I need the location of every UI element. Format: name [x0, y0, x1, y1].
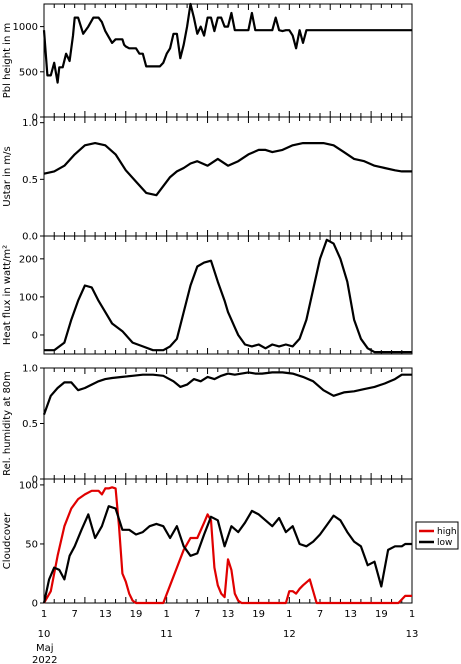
panel-frame-2 — [43, 235, 413, 355]
y-tick-label-4-2: 100 — [19, 480, 38, 491]
x-tick-label-1: 7 — [71, 609, 77, 620]
day-label-13: 13 — [406, 629, 419, 640]
y-tick-label-4-1: 50 — [25, 539, 38, 550]
y-axis-title-2: Heat flux in watt/m² — [2, 245, 13, 345]
x-tick-label-8: 1 — [286, 609, 292, 620]
day-label-11: 11 — [160, 629, 173, 640]
y-tick-label-0-1: 500 — [19, 67, 38, 78]
y-tick-label-0-0: 0 — [32, 113, 38, 124]
month-label: Maj — [36, 643, 54, 654]
y-tick-label-4-0: 0 — [32, 599, 38, 610]
x-tick-label-9: 7 — [317, 609, 323, 620]
x-tick-label-6: 13 — [222, 609, 235, 620]
x-tick-label-4: 1 — [163, 609, 169, 620]
y-axis-title-0: Pbl height in m — [2, 23, 13, 98]
series-line-4-high — [43, 486, 412, 605]
y-tick-label-3-2: 1.0 — [22, 364, 38, 375]
y-tick-label-3-0: 0 — [32, 475, 38, 486]
legend-label-low: low — [437, 538, 452, 548]
y-axis-title-4: Cloudcover — [2, 512, 13, 569]
y-tick-label-2-2: 200 — [19, 254, 38, 265]
legend-box — [415, 521, 459, 550]
series-line-2-0 — [44, 238, 412, 354]
x-tick-label-12: 1 — [409, 609, 415, 620]
series-line-1-0 — [43, 142, 412, 197]
y-tick-label-1-1: 0.5 — [22, 175, 38, 186]
series-line-3-0 — [42, 371, 412, 415]
x-tick-label-5: 7 — [194, 609, 200, 620]
y-tick-label-1-2: 1.0 — [22, 118, 38, 129]
y-tick-label-2-1: 100 — [19, 292, 38, 303]
x-tick-label-10: 13 — [344, 609, 357, 620]
x-tick-label-3: 19 — [130, 609, 143, 620]
y-tick-label-3-1: 0.5 — [22, 419, 38, 430]
panel-frame-4 — [43, 478, 413, 604]
panel-frame-0 — [43, 3, 413, 118]
y-axis-title-3: Rel. humidity at 80m — [2, 371, 13, 476]
day-label-12: 12 — [283, 629, 296, 640]
y-tick-label-1-0: 0.0 — [22, 232, 38, 243]
x-tick-label-2: 13 — [99, 609, 112, 620]
legend-label-high: high — [437, 527, 457, 537]
y-axis-title-1: Ustar in m/s — [2, 146, 13, 206]
year-label: 2022 — [32, 655, 57, 664]
y-tick-label-2-0: 0 — [32, 330, 38, 341]
y-tick-label-0-2: 1000 — [13, 22, 38, 33]
panel-frame-3 — [43, 367, 413, 480]
panel-frame-1 — [43, 116, 413, 237]
x-tick-label-0: 1 — [41, 609, 47, 620]
x-tick-label-11: 19 — [375, 609, 388, 620]
series-line-0-0 — [42, 2, 412, 84]
series-line-4-low — [42, 505, 412, 604]
x-tick-label-7: 19 — [252, 609, 265, 620]
day-label-10: 10 — [38, 629, 51, 640]
